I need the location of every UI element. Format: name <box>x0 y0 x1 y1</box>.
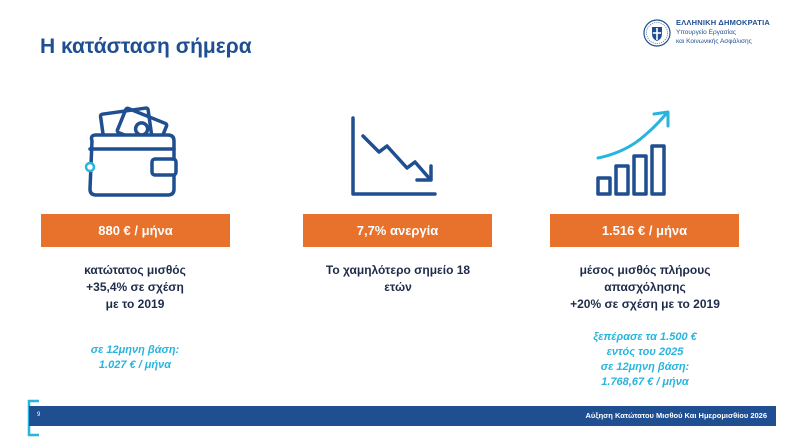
note-line: 1.768,67 € / μήνα <box>601 376 689 388</box>
description-line: +20% σε σχέση με το 2019 <box>570 297 720 311</box>
description-line: κατώτατος μισθός <box>84 263 186 277</box>
avg-wage-note: ξεπέρασε τα 1.500 € εντός του 2025 σε 12… <box>535 330 755 390</box>
min-wage-badge: 880 € / μήνα <box>41 214 230 247</box>
page-number: 9 <box>37 412 41 418</box>
unemployment-badge: 7,7% ανεργία <box>303 214 492 247</box>
greek-emblem-icon <box>643 19 671 47</box>
min-wage-description: κατώτατος μισθός +35,4% σε σχέση με το 2… <box>25 262 245 313</box>
description-line: Το χαμηλότερο σημείο 18 <box>325 263 471 277</box>
footer-title: Αύξηση Κατώτατου Μισθού Και Ημερομισθίου… <box>585 411 767 420</box>
logo-country-name: ΕΛΛΗΝΙΚΗ ΔΗΜΟΚΡΑΤΙΑ <box>676 18 770 27</box>
description-line: απασχόλησης <box>604 280 686 294</box>
description-line: μέσος μισθός πλήρους <box>579 263 711 277</box>
min-wage-note: σε 12μηνη βάση: 1.027 € / μήνα <box>25 343 245 373</box>
description-line: ετών <box>384 280 412 294</box>
unemployment-description: Το χαμηλότερο σημείο 18 ετών <box>288 262 508 296</box>
footer-bar: 9 Αύξηση Κατώτατου Μισθού Και Ημερομισθί… <box>29 406 776 426</box>
bar-chart-growth-icon <box>596 110 670 196</box>
avg-wage-badge: 1.516 € / μήνα <box>550 214 739 247</box>
avg-wage-description: μέσος μισθός πλήρους απασχόλησης +20% σε… <box>535 262 755 313</box>
logo-ministry-line2: και Κοινωνικής Ασφάλισης <box>676 38 752 45</box>
ministry-logo: ΕΛΛΗΝΙΚΗ ΔΗΜΟΚΡΑΤΙΑ Υπουργείο Εργασίας κ… <box>643 16 783 50</box>
note-line: σε 12μηνη βάση: <box>90 344 180 356</box>
page-title: Η κατάσταση σήμερα <box>40 35 252 58</box>
description-line: με το 2019 <box>105 297 165 311</box>
note-line: 1.027 € / μήνα <box>98 359 172 371</box>
note-line: εντός του 2025 <box>606 346 684 358</box>
trend-down-icon <box>351 116 437 196</box>
note-line: ξεπέρασε τα 1.500 € <box>593 331 697 343</box>
wallet-icon <box>84 106 178 197</box>
description-line: +35,4% σε σχέση <box>86 280 184 294</box>
note-line: σε 12μηνη βάση: <box>600 361 690 373</box>
logo-ministry-line1: Υπουργείο Εργασίας <box>676 29 736 36</box>
